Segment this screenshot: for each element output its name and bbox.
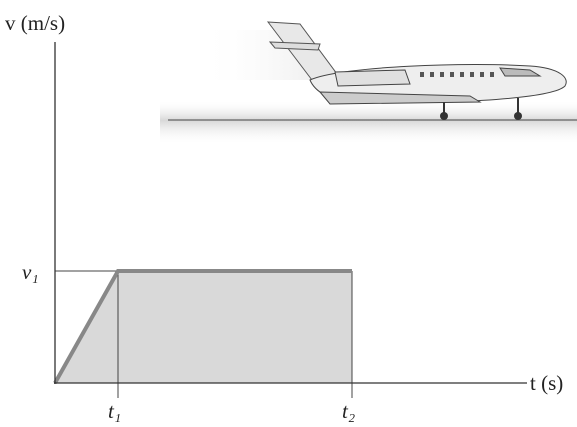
tick-label: t₁ (108, 399, 121, 423)
velocity-curve (53, 269, 352, 384)
tick-label: t₂ (342, 399, 355, 423)
airplane (160, 21, 577, 145)
y-axis-label: v (m/s) (5, 11, 65, 35)
area (55, 271, 352, 383)
x-axis-label: t (s) (530, 371, 563, 395)
tick-label: v₁ (22, 260, 39, 284)
